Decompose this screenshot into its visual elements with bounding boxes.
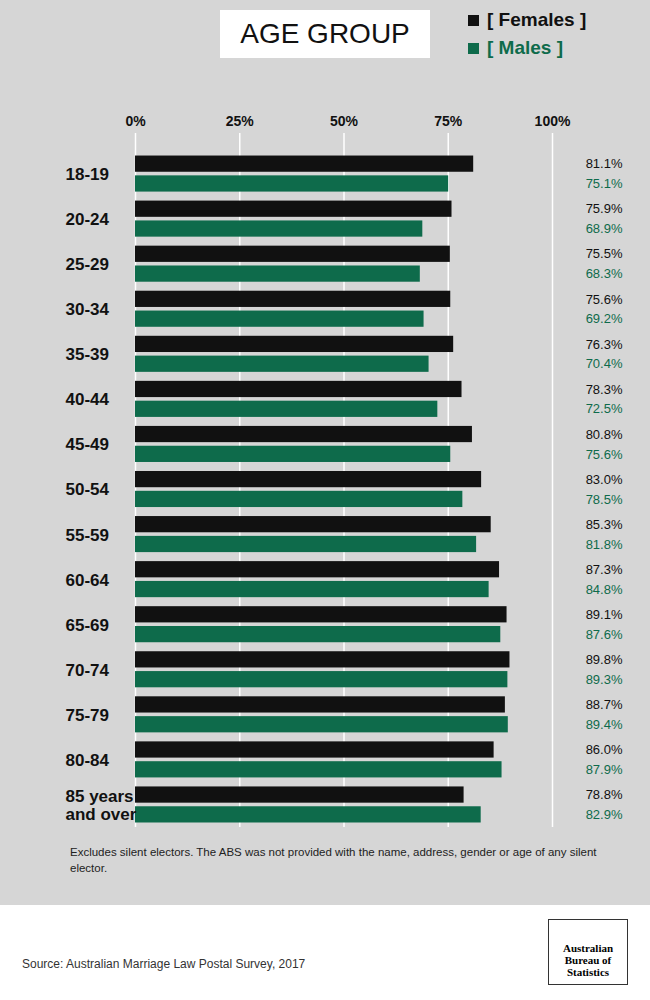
svg-text:0%: 0% bbox=[125, 113, 146, 129]
svg-text:72.5%: 72.5% bbox=[586, 401, 623, 416]
svg-text:89.8%: 89.8% bbox=[586, 652, 623, 667]
html-text:[ Males ]: [ Males ] bbox=[487, 37, 563, 58]
svg-text:82.9%: 82.9% bbox=[586, 807, 623, 822]
svg-text:89.4%: 89.4% bbox=[586, 717, 623, 732]
svg-text:85.3%: 85.3% bbox=[586, 517, 623, 532]
svg-text:60-64: 60-64 bbox=[66, 571, 110, 590]
svg-text:78.5%: 78.5% bbox=[586, 492, 623, 507]
html-text:Australian Bureau of Statistic: Australian Bureau of Statistics bbox=[562, 941, 614, 978]
svg-text:85 yearsand over: 85 yearsand over bbox=[66, 787, 137, 825]
svg-text:75-79: 75-79 bbox=[66, 706, 109, 725]
svg-text:89.1%: 89.1% bbox=[586, 607, 623, 622]
svg-text:68.9%: 68.9% bbox=[586, 221, 623, 236]
svg-text:18-19: 18-19 bbox=[66, 165, 109, 184]
svg-text:88.7%: 88.7% bbox=[586, 697, 623, 712]
svg-text:25%: 25% bbox=[226, 113, 255, 129]
svg-text:25-29: 25-29 bbox=[66, 255, 109, 274]
svg-text:75.5%: 75.5% bbox=[586, 246, 623, 261]
html-text:[ Females ]: [ Females ] bbox=[487, 9, 587, 30]
svg-text:89.3%: 89.3% bbox=[586, 672, 623, 687]
svg-text:30-34: 30-34 bbox=[66, 300, 110, 319]
svg-text:76.3%: 76.3% bbox=[586, 337, 623, 352]
svg-text:70-74: 70-74 bbox=[66, 661, 110, 680]
svg-text:35-39: 35-39 bbox=[66, 345, 109, 364]
svg-text:78.8%: 78.8% bbox=[586, 787, 623, 802]
svg-text:70.4%: 70.4% bbox=[586, 356, 623, 371]
svg-text:45-49: 45-49 bbox=[66, 435, 109, 454]
svg-text:87.9%: 87.9% bbox=[586, 762, 623, 777]
svg-text:100%: 100% bbox=[535, 113, 571, 129]
svg-text:86.0%: 86.0% bbox=[586, 742, 623, 757]
svg-text:68.3%: 68.3% bbox=[586, 266, 623, 281]
svg-text:65-69: 65-69 bbox=[66, 616, 109, 635]
html-text:AGE GROUP: AGE GROUP bbox=[240, 18, 410, 49]
svg-text:20-24: 20-24 bbox=[66, 210, 110, 229]
svg-text:75.9%: 75.9% bbox=[586, 201, 623, 216]
svg-text:40-44: 40-44 bbox=[66, 390, 110, 409]
html-text:Source: Australian Marriage La: Source: Australian Marriage Law Postal S… bbox=[22, 957, 306, 971]
svg-text:75.6%: 75.6% bbox=[586, 291, 623, 306]
svg-text:83.0%: 83.0% bbox=[586, 472, 623, 487]
svg-text:69.2%: 69.2% bbox=[586, 311, 623, 326]
svg-text:50-54: 50-54 bbox=[66, 480, 110, 499]
html-text:Excludes silent electors. The: Excludes silent electors. The ABS was no… bbox=[70, 846, 597, 874]
svg-text:78.3%: 78.3% bbox=[586, 382, 623, 397]
svg-text:81.8%: 81.8% bbox=[586, 537, 623, 552]
svg-text:87.6%: 87.6% bbox=[586, 627, 623, 642]
svg-text:75.6%: 75.6% bbox=[586, 447, 623, 462]
svg-text:75.1%: 75.1% bbox=[586, 176, 623, 191]
svg-text:50%: 50% bbox=[330, 113, 359, 129]
svg-text:81.1%: 81.1% bbox=[586, 156, 623, 171]
svg-text:55-59: 55-59 bbox=[66, 526, 109, 545]
svg-text:80.8%: 80.8% bbox=[586, 427, 623, 442]
svg-text:87.3%: 87.3% bbox=[586, 562, 623, 577]
svg-text:80-84: 80-84 bbox=[66, 751, 110, 770]
svg-text:84.8%: 84.8% bbox=[586, 582, 623, 597]
svg-text:75%: 75% bbox=[434, 113, 463, 129]
